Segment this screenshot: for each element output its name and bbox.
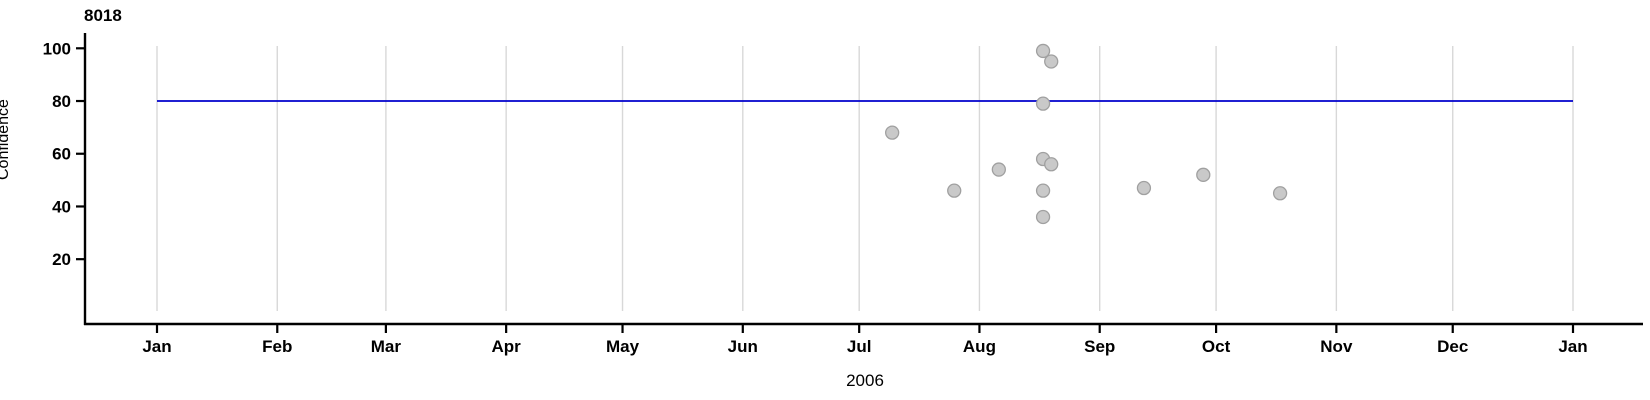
x-tick-label: Oct <box>1202 337 1231 356</box>
x-tick-label: May <box>606 337 640 356</box>
y-tick-label: 20 <box>52 250 71 269</box>
x-axis-label: 2006 <box>846 371 884 390</box>
data-point <box>1044 54 1059 69</box>
x-tick-label: Jul <box>847 337 872 356</box>
x-tick-label: Dec <box>1437 337 1468 356</box>
x-tick-label: Sep <box>1084 337 1115 356</box>
x-tick-label: Jan <box>142 337 171 356</box>
data-point <box>885 125 900 140</box>
data-point <box>1044 157 1059 172</box>
data-point <box>1272 186 1288 201</box>
x-tick-label: Mar <box>371 337 402 356</box>
data-point <box>1035 43 1051 59</box>
data-point <box>1196 167 1211 182</box>
data-point <box>947 183 962 198</box>
x-tick-label: Nov <box>1320 337 1353 356</box>
y-tick-label: 100 <box>43 39 71 58</box>
data-point <box>1136 180 1152 196</box>
y-axis-label: Confidence <box>0 99 12 180</box>
data-point <box>1035 183 1051 198</box>
x-tick-label: Apr <box>492 337 522 356</box>
y-tick-label: 60 <box>52 145 71 164</box>
y-tick-label: 40 <box>52 197 71 216</box>
data-point <box>1035 96 1051 111</box>
x-tick-label: Aug <box>963 337 996 356</box>
y-tick-label: 80 <box>52 92 71 111</box>
panel-title: 8018 <box>84 6 122 25</box>
x-tick-label: Jan <box>1558 337 1587 356</box>
data-point <box>1035 209 1051 225</box>
x-tick-label: Feb <box>262 337 292 356</box>
data-point <box>991 162 1006 177</box>
x-tick-label: Jun <box>728 337 758 356</box>
